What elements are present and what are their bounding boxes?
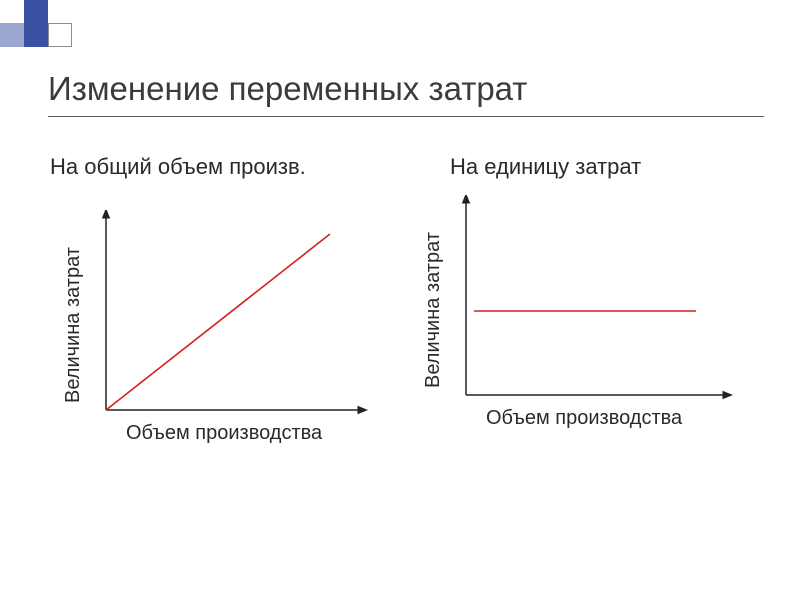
chart-left-xlabel: Объем производства: [126, 422, 322, 445]
page-title: Изменение переменных затрат: [48, 70, 527, 108]
chart-left-plot: [70, 210, 380, 430]
chart-right-xlabel: Объем производства: [486, 407, 682, 430]
deco-square: [24, 0, 48, 24]
chart-left: Величина затрат Объем производства: [70, 210, 380, 470]
title-rule: [48, 116, 764, 117]
chart-right-ylabel: Величина затрат: [422, 213, 445, 408]
chart-right: Величина затрат Объем производства: [430, 195, 750, 455]
deco-square: [24, 23, 48, 47]
deco-square: [0, 23, 24, 47]
deco-square: [48, 23, 72, 47]
chart-right-plot: [430, 195, 750, 415]
subtitle-right: На единицу затрат: [450, 154, 641, 180]
chart-left-ylabel: Величина затрат: [62, 228, 85, 423]
subtitle-left: На общий объем произв.: [50, 154, 306, 180]
